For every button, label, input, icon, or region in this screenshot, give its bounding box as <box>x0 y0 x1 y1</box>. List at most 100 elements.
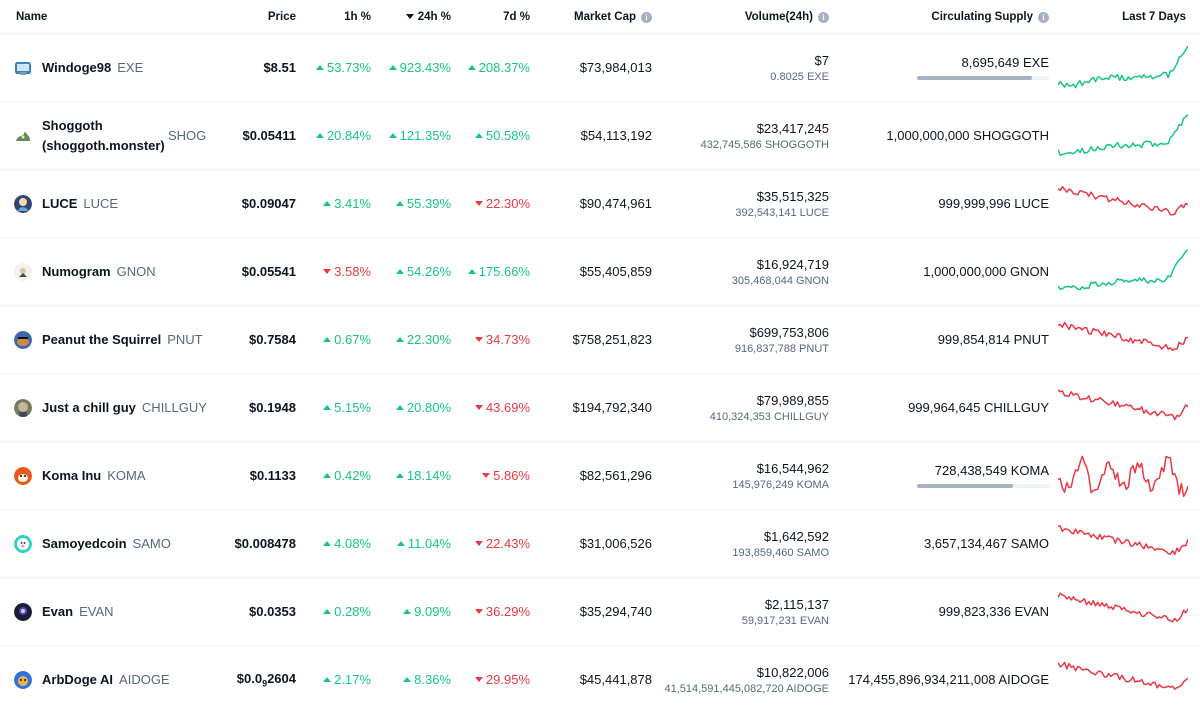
change-24h: 20.80% <box>375 374 455 442</box>
market-cap: $194,792,340 <box>535 374 658 442</box>
price: $0.008478 <box>235 536 296 551</box>
market-cap: $90,474,961 <box>535 170 658 238</box>
sparkline-cell <box>1049 646 1200 713</box>
sparkline-chart <box>1058 589 1188 635</box>
market-cap: $82,561,296 <box>535 442 658 510</box>
change-1h: 5.15% <box>303 374 375 442</box>
change-24h: 121.35% <box>375 102 455 170</box>
coin-symbol: EVAN <box>79 604 113 619</box>
coin-cell[interactable]: Numogram GNON <box>0 238 210 306</box>
change-1h: 3.41% <box>303 170 375 238</box>
volume-tokens: 193,859,460 SAMO <box>658 547 829 559</box>
coin-name[interactable]: Samoyedcoin <box>42 536 127 551</box>
coin-cell[interactable]: Evan EVAN <box>0 578 210 646</box>
price: $0.0353 <box>249 604 296 619</box>
supply-cell: 174,455,896,934,211,008 AIDOGE <box>838 646 1049 713</box>
header-24h[interactable]: 24h % <box>375 0 455 34</box>
coin-name[interactable]: Koma Inu <box>42 468 101 483</box>
change-7d: 34.73% <box>455 306 535 374</box>
circulating-supply: 999,964,645 CHILLGUY <box>838 400 1049 415</box>
supply-cell: 999,964,645 CHILLGUY <box>838 374 1049 442</box>
change-24h: 11.04% <box>375 510 455 578</box>
sort-desc-icon <box>406 14 414 19</box>
caret-up-icon <box>323 405 331 410</box>
market-cap: $31,006,526 <box>535 510 658 578</box>
coin-cell[interactable]: Shoggoth (shoggoth.monster)SHOG <box>0 102 210 170</box>
coin-name[interactable]: Peanut the Squirrel <box>42 332 161 347</box>
change-7d: 208.37% <box>455 34 535 102</box>
coin-symbol: KOMA <box>107 468 145 483</box>
header-name[interactable]: Name <box>0 0 210 34</box>
price-cell: $0.0353 <box>210 578 303 646</box>
coin-name[interactable]: ArbDoge AI <box>42 672 113 687</box>
supply-cell: 999,999,996 LUCE <box>838 170 1049 238</box>
info-icon[interactable]: i <box>1038 12 1049 23</box>
sparkline-chart <box>1058 385 1188 431</box>
sparkline-cell <box>1049 510 1200 578</box>
price: $0.05411 <box>242 128 296 143</box>
price-cell: $0.1133 <box>210 442 303 510</box>
coin-name[interactable]: Windoge98 <box>42 60 111 75</box>
circulating-supply: 999,823,336 EVAN <box>838 604 1049 619</box>
pnut-logo-icon <box>14 331 32 349</box>
sparkline-cell <box>1049 306 1200 374</box>
coin-name[interactable]: Just a chill guy <box>42 400 136 415</box>
sparkline-chart <box>1058 453 1188 499</box>
supply-progress-bar <box>917 484 1049 488</box>
market-cap: $45,441,878 <box>535 646 658 713</box>
change-24h: 923.43% <box>375 34 455 102</box>
header-price[interactable]: Price <box>210 0 303 34</box>
volume-tokens: 305,468,044 GNON <box>658 275 829 287</box>
change-24h: 18.14% <box>375 442 455 510</box>
coin-cell[interactable]: Koma Inu KOMA <box>0 442 210 510</box>
price-cell: $0.092604 <box>210 646 303 713</box>
volume-usd: $10,822,006 <box>658 665 829 680</box>
caret-up-icon <box>323 201 331 206</box>
change-1h: 3.58% <box>303 238 375 306</box>
coin-name[interactable]: Evan <box>42 604 73 619</box>
caret-up-icon <box>396 269 404 274</box>
caret-down-icon <box>475 677 483 682</box>
header-7d[interactable]: 7d % <box>455 0 535 34</box>
caret-up-icon <box>316 133 324 138</box>
header-volume[interactable]: Volume(24h)i <box>658 0 838 34</box>
header-1h[interactable]: 1h % <box>303 0 375 34</box>
caret-down-icon <box>475 541 483 546</box>
volume-tokens: 0.8025 EXE <box>658 71 829 83</box>
caret-up-icon <box>323 677 331 682</box>
info-icon[interactable]: i <box>818 12 829 23</box>
coin-name[interactable]: Shoggoth (shoggoth.monster) <box>42 116 162 156</box>
aidoge-logo-icon <box>14 671 32 689</box>
change-24h: 54.26% <box>375 238 455 306</box>
price: $0.1948 <box>249 400 296 415</box>
caret-down-icon <box>475 609 483 614</box>
coin-symbol: GNON <box>117 264 156 279</box>
volume-usd: $16,544,962 <box>658 461 829 476</box>
info-icon[interactable]: i <box>641 12 652 23</box>
coin-name[interactable]: Numogram <box>42 264 111 279</box>
coin-name[interactable]: LUCE <box>42 196 77 211</box>
circulating-supply: 1,000,000,000 GNON <box>838 264 1049 279</box>
